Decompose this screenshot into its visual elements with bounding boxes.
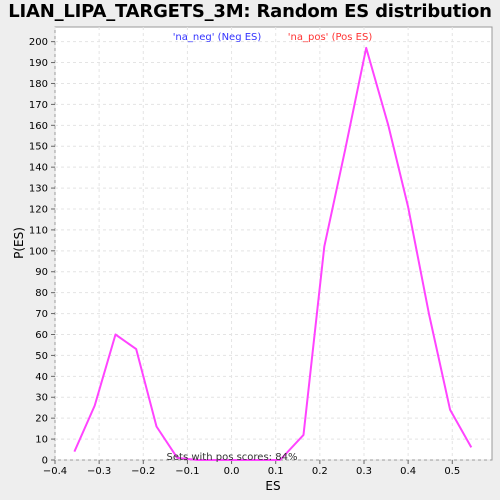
plot-area xyxy=(55,27,492,460)
y-tick-label: 20 xyxy=(35,414,48,425)
y-tick-label: 70 xyxy=(35,309,48,320)
y-tick-label: 80 xyxy=(35,288,48,299)
x-tick-label: 0.4 xyxy=(400,466,416,477)
y-tick-label: 160 xyxy=(29,121,48,132)
x-tick-label: −0.3 xyxy=(87,466,111,477)
y-tick-label: 40 xyxy=(35,372,48,383)
y-tick-label: 170 xyxy=(29,100,48,111)
y-tick-label: 140 xyxy=(29,163,48,174)
x-tick-label: 0.1 xyxy=(268,466,284,477)
x-axis-label: ES xyxy=(265,479,280,493)
y-tick-label: 50 xyxy=(35,351,48,362)
y-tick-label: 100 xyxy=(29,246,48,257)
y-tick-label: 190 xyxy=(29,58,48,69)
y-tick-label: 200 xyxy=(29,37,48,48)
y-tick-label: 150 xyxy=(29,142,48,153)
y-tick-label: 0 xyxy=(42,456,48,467)
legend-entry-neg: 'na_neg' (Neg ES) xyxy=(173,32,262,43)
annotation-pos-scores: Sets with pos scores: 84% xyxy=(167,452,298,463)
y-tick-label: 90 xyxy=(35,267,48,278)
x-tick-label: −0.1 xyxy=(175,466,199,477)
y-axis: 0 10 20 30 40 50 60 70 80 90 100 110 120 130 140 150 160… xyxy=(29,37,55,466)
x-tick-label: −0.2 xyxy=(131,466,155,477)
y-tick-label: 30 xyxy=(35,393,48,404)
y-tick-label: 130 xyxy=(29,184,48,195)
x-tick-label: 0.2 xyxy=(312,466,328,477)
y-tick-label: 10 xyxy=(35,435,48,446)
y-tick-label: 180 xyxy=(29,79,48,90)
y-tick-label: 120 xyxy=(29,204,48,215)
x-tick-label: 0.5 xyxy=(444,466,460,477)
x-tick-label: −0.4 xyxy=(43,466,67,477)
x-tick-label: 0.3 xyxy=(356,466,372,477)
legend-entry-pos: 'na_pos' (Pos ES) xyxy=(288,32,373,43)
y-tick-label: 60 xyxy=(35,330,48,341)
y-tick-label: 110 xyxy=(29,225,48,236)
x-tick-label: 0.0 xyxy=(224,466,240,477)
y-axis-label: P(ES) xyxy=(12,227,26,259)
